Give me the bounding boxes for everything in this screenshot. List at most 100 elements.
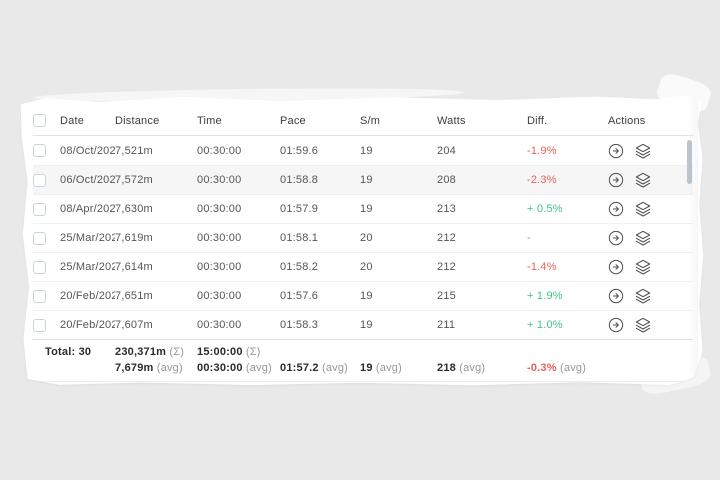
table-footer-row: Total: 30 230,371m (Σ) 7,679m (avg) 15:0… (33, 339, 693, 382)
cell-sm: 19 (360, 203, 373, 215)
cell-date: 08/Oct/202 (60, 144, 115, 157)
open-activity-icon[interactable] (608, 230, 624, 246)
cell-sm: 19 (360, 290, 373, 302)
cell-time: 00:30:00 (197, 261, 242, 273)
column-header-time[interactable]: Time (197, 114, 222, 127)
row-checkbox[interactable] (33, 144, 46, 157)
cell-diff: -1.9% (527, 144, 557, 157)
open-activity-icon[interactable] (608, 259, 624, 275)
cell-distance: 7,572m (115, 174, 153, 186)
table-row[interactable]: 25/Mar/202 7,619m 00:30:00 01:58.1 20 21… (33, 223, 693, 252)
cell-actions (608, 288, 693, 304)
cell-diff: + 1.9% (527, 290, 563, 302)
table-row[interactable]: 20/Feb/202 7,651m 00:30:00 01:57.6 19 21… (33, 281, 693, 310)
workout-table: Date Distance Time Pace S/m Watts Diff. … (33, 106, 693, 382)
cell-time: 00:30:00 (197, 232, 242, 244)
layers-icon[interactable] (635, 201, 651, 217)
cell-sm: 20 (360, 261, 373, 273)
select-all-checkbox[interactable] (33, 114, 46, 127)
cell-distance: 7,630m (115, 203, 153, 215)
table-row[interactable]: 08/Oct/202 7,521m 00:30:00 01:59.6 19 20… (33, 136, 693, 165)
table-row[interactable]: 06/Oct/202 7,572m 00:30:00 01:58.8 19 20… (33, 165, 693, 194)
layers-icon[interactable] (635, 317, 651, 333)
footer-time: 15:00:00 (Σ) 00:30:00 (avg) (197, 346, 272, 374)
footer-watts: 218 (avg) (437, 362, 486, 374)
cell-date: 06/Oct/202 (60, 174, 115, 186)
cell-distance: 7,607m (115, 319, 153, 331)
cell-pace: 01:59.6 (280, 144, 319, 157)
row-checkbox[interactable] (33, 231, 46, 245)
row-checkbox[interactable] (33, 202, 46, 216)
column-header-diff[interactable]: Diff. (527, 114, 548, 127)
layers-icon[interactable] (635, 172, 651, 188)
table-row[interactable]: 20/Feb/202 7,607m 00:30:00 01:58.3 19 21… (33, 310, 693, 339)
total-count: Total: 30 (45, 346, 92, 358)
cell-date: 25/Mar/202 (60, 261, 115, 273)
layers-icon[interactable] (635, 230, 651, 246)
row-checkbox[interactable] (33, 318, 46, 332)
cell-distance: 7,619m (115, 232, 153, 244)
cell-actions (608, 143, 693, 159)
open-activity-icon[interactable] (608, 288, 624, 304)
cell-time: 00:30:00 (197, 144, 242, 157)
layers-icon[interactable] (635, 288, 651, 304)
footer-pace: 01:57.2 (avg) (280, 362, 349, 374)
cell-diff: -1.4% (527, 261, 557, 273)
cell-watts: 211 (437, 319, 456, 331)
column-header-date[interactable]: Date (60, 114, 85, 127)
cell-pace: 01:58.1 (280, 232, 319, 244)
cell-watts: 213 (437, 203, 456, 215)
cell-date: 20/Feb/202 (60, 319, 115, 331)
column-header-pace[interactable]: Pace (280, 114, 306, 127)
footer-distance: 230,371m (Σ) 7,679m (avg) (115, 346, 185, 374)
row-checkbox[interactable] (33, 260, 46, 274)
row-checkbox[interactable] (33, 173, 46, 187)
cell-watts: 208 (437, 174, 456, 186)
cell-pace: 01:58.2 (280, 261, 319, 273)
row-checkbox[interactable] (33, 289, 46, 303)
cell-actions (608, 230, 693, 246)
layers-icon[interactable] (635, 259, 651, 275)
cell-date: 20/Feb/202 (60, 290, 115, 302)
cell-actions (608, 201, 693, 217)
column-header-sm[interactable]: S/m (360, 114, 381, 127)
open-activity-icon[interactable] (608, 172, 624, 188)
vertical-scrollbar-thumb[interactable] (687, 140, 692, 184)
cell-watts: 212 (437, 261, 456, 273)
cell-date: 08/Apr/202 (60, 203, 115, 215)
cell-pace: 01:58.3 (280, 319, 319, 331)
cell-pace: 01:57.9 (280, 203, 319, 215)
cell-diff: + 0.5% (527, 203, 563, 215)
cell-watts: 204 (437, 144, 456, 157)
table-body: 08/Oct/202 7,521m 00:30:00 01:59.6 19 20… (33, 136, 693, 339)
table-row[interactable]: 08/Apr/202 7,630m 00:30:00 01:57.9 19 21… (33, 194, 693, 223)
cell-actions (608, 172, 693, 188)
layers-icon[interactable] (635, 143, 651, 159)
cell-time: 00:30:00 (197, 174, 242, 186)
cell-sm: 19 (360, 144, 373, 157)
table-row[interactable]: 25/Mar/202 7,614m 00:30:00 01:58.2 20 21… (33, 252, 693, 281)
cell-time: 00:30:00 (197, 203, 242, 215)
cell-sm: 20 (360, 232, 373, 244)
open-activity-icon[interactable] (608, 201, 624, 217)
cell-actions (608, 317, 693, 333)
cell-pace: 01:58.8 (280, 174, 319, 186)
cell-distance: 7,651m (115, 290, 153, 302)
open-activity-icon[interactable] (608, 143, 624, 159)
cell-diff: + 1.0% (527, 319, 563, 331)
open-activity-icon[interactable] (608, 317, 624, 333)
cell-actions (608, 259, 693, 275)
cell-diff: - (527, 232, 531, 244)
column-header-watts[interactable]: Watts (437, 114, 466, 127)
column-header-distance[interactable]: Distance (115, 114, 160, 127)
cell-watts: 212 (437, 232, 456, 244)
cell-distance: 7,614m (115, 261, 153, 273)
cell-date: 25/Mar/202 (60, 232, 115, 244)
column-header-actions: Actions (608, 114, 646, 127)
cell-time: 00:30:00 (197, 290, 242, 302)
cell-diff: -2.3% (527, 174, 557, 186)
footer-diff: -0.3% (avg) (527, 362, 587, 374)
cell-distance: 7,521m (115, 144, 153, 157)
cell-sm: 19 (360, 319, 373, 331)
